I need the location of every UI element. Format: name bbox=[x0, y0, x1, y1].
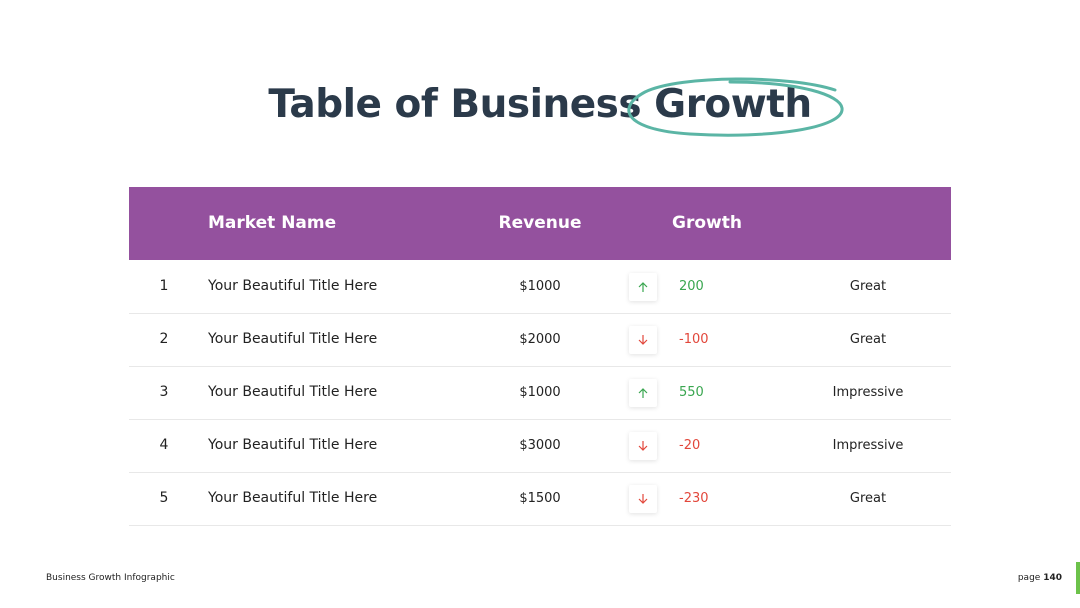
revenue: $1500 bbox=[519, 491, 561, 506]
row-number: 3 bbox=[159, 384, 169, 400]
market-name: Your Beautiful Title Here bbox=[208, 331, 378, 347]
accent-bar bbox=[1076, 562, 1080, 594]
market-name: Your Beautiful Title Here bbox=[208, 278, 378, 294]
revenue: $1000 bbox=[519, 279, 561, 294]
arrow bbox=[638, 441, 648, 451]
rating: Impressive bbox=[832, 385, 904, 400]
row-number: 4 bbox=[159, 437, 169, 453]
rating: Great bbox=[849, 332, 887, 347]
table-row: 3 Your Beautiful Title Here $1000 550 Impres… bbox=[129, 366, 951, 420]
market-name: Your Beautiful Title Here bbox=[208, 384, 378, 400]
arrow bbox=[638, 388, 648, 398]
column-header: Market Name bbox=[208, 213, 337, 233]
table-row: 4 Your Beautiful Title Here $3000 -20 Impres… bbox=[129, 419, 951, 473]
market-name: Your Beautiful Title Here bbox=[208, 490, 378, 506]
arrow bbox=[638, 335, 648, 345]
arrow-down-icon bbox=[629, 326, 657, 354]
column-header: Growth bbox=[672, 213, 742, 233]
revenue: $2000 bbox=[519, 332, 561, 347]
market-name: Your Beautiful Title Here bbox=[208, 437, 378, 453]
table-row: 5 Your Beautiful Title Here $1500 -230 Great bbox=[129, 472, 951, 526]
page-number: page 140 bbox=[1018, 573, 1062, 583]
table-row: 1 Your Beautiful Title Here $1000 200 Great bbox=[129, 260, 951, 314]
growth-value: 550 bbox=[679, 385, 704, 400]
title-circle bbox=[627, 77, 844, 137]
slide-title: Table of Business Growth bbox=[268, 82, 812, 127]
revenue: $3000 bbox=[519, 438, 561, 453]
page-value: 140 bbox=[1043, 573, 1062, 583]
page-label: page bbox=[1017, 573, 1041, 583]
arrow-up-icon bbox=[629, 273, 657, 301]
growth-value: -20 bbox=[679, 438, 701, 453]
rating: Great bbox=[849, 279, 887, 294]
footer-title: Business Growth Infographic bbox=[46, 573, 175, 583]
growth-value: -100 bbox=[679, 332, 709, 347]
arrow bbox=[638, 282, 648, 292]
row-number: 1 bbox=[159, 278, 169, 294]
arrow-down-icon bbox=[629, 485, 657, 513]
row-number: 5 bbox=[159, 490, 169, 506]
rating: Great bbox=[849, 491, 887, 506]
arrow-down-icon bbox=[629, 432, 657, 460]
rating: Impressive bbox=[832, 438, 904, 453]
table-row: 2 Your Beautiful Title Here $2000 -100 Great bbox=[129, 313, 951, 367]
growth-value: 200 bbox=[679, 279, 704, 294]
table-header: Market Name Revenue Growth bbox=[129, 187, 951, 260]
arrow bbox=[638, 494, 648, 504]
revenue: $1000 bbox=[519, 385, 561, 400]
column-header: Revenue bbox=[498, 213, 582, 233]
arrow-up-icon bbox=[629, 379, 657, 407]
row-number: 2 bbox=[159, 331, 169, 347]
growth-value: -230 bbox=[679, 491, 709, 506]
